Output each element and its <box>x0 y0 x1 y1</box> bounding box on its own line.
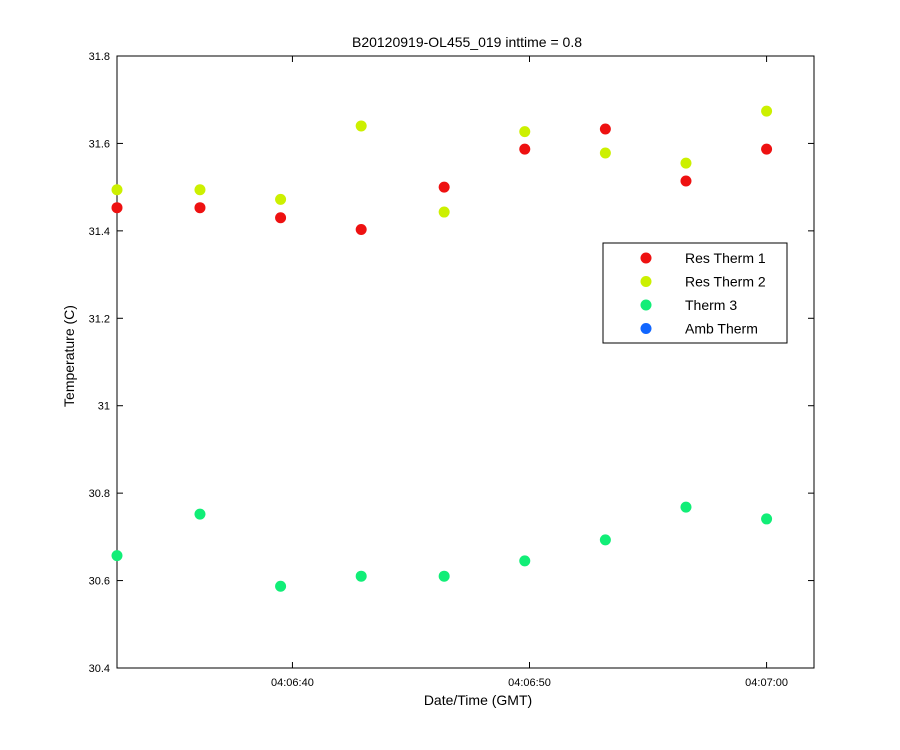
data-point-series-2 <box>599 147 611 159</box>
x-axis-label: Date/Time (GMT) <box>424 692 532 708</box>
data-point-series-3 <box>111 550 123 562</box>
y-tick-label: 31.2 <box>89 313 110 325</box>
data-point-series-2 <box>355 120 367 132</box>
data-point-series-2 <box>194 184 206 196</box>
data-point-series-2 <box>438 206 450 218</box>
y-tick-label: 30.6 <box>89 576 110 588</box>
x-tick-label: 04:06:40 <box>271 677 314 689</box>
data-point-series-3 <box>519 555 531 567</box>
data-point-series-1 <box>519 143 531 155</box>
data-point-series-3 <box>761 513 773 525</box>
legend-box <box>602 242 788 344</box>
x-tick-label: 04:06:50 <box>508 677 551 689</box>
data-points <box>111 105 773 592</box>
data-point-series-1 <box>599 123 611 135</box>
data-point-series-1 <box>194 202 206 214</box>
data-point-series-3 <box>194 508 206 520</box>
data-point-series-2 <box>275 193 287 205</box>
data-point-series-1 <box>275 212 287 224</box>
legend-marker <box>640 276 652 287</box>
y-tick-label: 31.8 <box>89 51 110 63</box>
y-tick-label: 30.4 <box>89 663 110 675</box>
legend-label: Res Therm 1 <box>685 250 766 266</box>
y-axis: 30.4 30.6 30.8 31 31.2 31.4 31.6 31.8 <box>89 51 814 675</box>
legend-marker <box>640 299 652 311</box>
data-point-series-3 <box>275 580 287 592</box>
legend-marker <box>640 323 652 334</box>
data-point-series-1 <box>355 224 367 236</box>
y-tick-label: 30.8 <box>89 488 110 500</box>
data-point-series-3 <box>438 570 450 582</box>
chart-title: B20120919-OL455_019 inttime = 0.8 <box>352 34 582 50</box>
data-point-series-1 <box>680 175 692 187</box>
data-point-series-3 <box>680 501 692 513</box>
y-tick-label: 31 <box>98 401 110 413</box>
x-tick-label: 04:07:00 <box>745 677 788 689</box>
data-point-series-1 <box>761 143 773 155</box>
y-tick-label: 31.4 <box>89 226 110 238</box>
data-point-series-2 <box>761 105 773 117</box>
legend-marker <box>640 252 652 264</box>
y-tick-label: 31.6 <box>89 138 110 150</box>
legend-label: Amb Therm <box>685 321 758 337</box>
data-point-series-3 <box>355 570 367 582</box>
data-point-series-1 <box>111 202 123 214</box>
data-point-series-1 <box>438 181 450 193</box>
x-axis: 04:06:40 04:06:50 04:07:00 <box>271 56 788 689</box>
data-point-series-2 <box>680 157 692 169</box>
data-point-series-2 <box>519 126 531 138</box>
plot-area <box>116 55 815 669</box>
legend: Res Therm 1 Res Therm 2 Therm 3 Amb Therm <box>602 242 788 344</box>
legend-label: Res Therm 2 <box>685 274 766 290</box>
data-point-series-2 <box>111 184 123 196</box>
data-point-series-3 <box>599 534 611 546</box>
y-axis-label: Temperature (C) <box>61 305 77 407</box>
legend-label: Therm 3 <box>685 297 737 313</box>
